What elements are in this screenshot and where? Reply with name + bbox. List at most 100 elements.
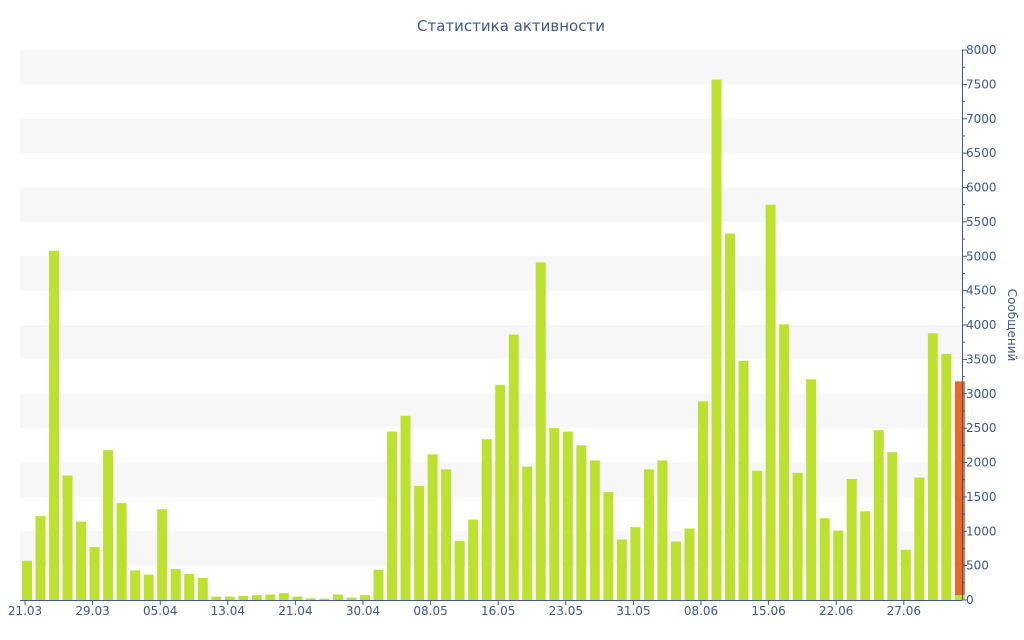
bar [495,384,506,600]
bar [278,593,289,600]
y-axis-label: Сообщений [1005,289,1019,362]
y-tick-label: 2500 [966,421,997,435]
bar [441,469,452,600]
bar [630,527,641,600]
bar [76,521,87,600]
bar [238,595,249,600]
bar [725,233,736,600]
bar [143,574,154,600]
x-tick-label: 21.03 [8,604,42,618]
bar [332,594,343,600]
bar [251,595,262,600]
x-tick-label: 08.05 [413,604,447,618]
y-tick-label: 1500 [966,490,997,504]
bar [779,324,790,600]
bar [400,415,411,600]
bar [643,469,654,600]
bar [833,530,844,600]
bar [616,539,627,600]
bar [535,262,546,600]
bar [130,570,141,600]
y-tick-label: 8000 [966,43,997,57]
bar [319,598,330,600]
bar [684,528,695,600]
grid-band [20,256,962,291]
bar [346,597,357,600]
bar [35,516,46,600]
bar [157,509,168,600]
bar [900,549,911,600]
x-tick-label: 05.04 [143,604,177,618]
y-tick-label: 4500 [966,284,997,298]
x-tick-label: 22.06 [819,604,853,618]
bar [711,79,722,600]
bar [873,430,884,600]
y-tick-label: 6000 [966,181,997,195]
x-axis-ticks: 21.03 29.03 05.04 13.04 21.04 30.04 08.05 16.05… [8,600,921,618]
bar [549,428,560,600]
y-tick-label: 500 [966,559,989,573]
bar [454,540,465,600]
x-tick-label: 31.05 [616,604,650,618]
bar [765,204,776,600]
x-tick-label: 15.06 [751,604,785,618]
x-tick-label: 29.03 [75,604,109,618]
bar [387,431,398,600]
bar [698,401,708,600]
bar [373,569,384,600]
bar [887,452,898,600]
x-tick-label: 08.06 [684,604,718,618]
y-tick-label: 3500 [966,352,997,366]
grid-band [20,393,962,429]
bar [603,492,614,600]
bar [360,595,370,600]
bar [927,333,938,600]
x-tick-label: 30.04 [346,604,380,618]
bar [819,518,830,600]
chart-title: Статистика активности [417,17,605,35]
bar [792,472,803,600]
bars [22,79,965,600]
bar [481,439,492,600]
bar [62,475,73,600]
bar-current-highlight [954,381,965,596]
bar [170,569,181,600]
bar [305,598,316,600]
bar [738,360,749,600]
grid-band [20,187,962,222]
y-axis-ticks: 0 500 1000 1500 2000 2500 3000 3500 4000 4500 5000… [962,43,997,607]
bar [589,460,600,600]
bar [292,596,303,600]
bar [116,503,127,600]
grid-band [20,50,962,85]
bar [49,250,60,600]
bar [103,450,114,600]
grid-band [20,118,962,154]
x-tick-label: 27.06 [887,604,921,618]
bar [576,445,587,600]
y-tick-label: 4000 [966,318,997,332]
y-tick-label: 6500 [966,146,997,160]
bar [508,334,519,600]
bar [941,353,952,600]
y-tick-label: 7000 [966,112,997,126]
bar [211,596,222,600]
y-tick-label: 5500 [966,215,997,229]
x-tick-label: 23.05 [549,604,583,618]
x-tick-label: 16.05 [481,604,515,618]
bar [197,578,208,600]
grid-bands [20,50,962,566]
bar-current-base [954,595,965,600]
bar [657,460,668,600]
bar [427,454,438,600]
bar [860,511,871,600]
y-tick-label: 5000 [966,249,997,263]
bar [184,573,195,600]
grid-band [20,325,962,360]
bar [562,431,573,600]
x-tick-label: 13.04 [211,604,245,618]
y-tick-label: 3000 [966,387,997,401]
y-tick-label: 2000 [966,456,997,470]
bar [224,596,235,600]
